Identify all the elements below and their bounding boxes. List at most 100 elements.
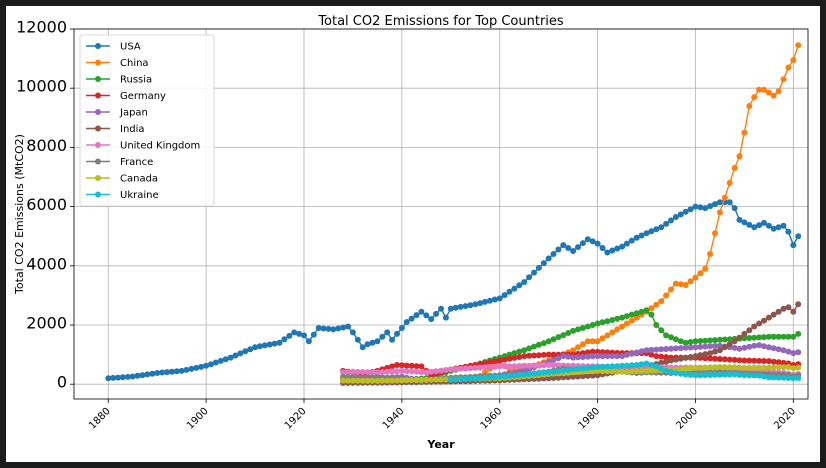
data-point xyxy=(653,301,660,308)
data-point xyxy=(716,347,723,354)
data-point xyxy=(765,364,772,371)
data-point xyxy=(575,244,581,251)
data-point xyxy=(545,369,552,376)
data-point xyxy=(751,372,758,379)
data-point xyxy=(643,307,650,314)
data-point xyxy=(467,375,474,382)
data-point xyxy=(594,372,601,379)
data-point xyxy=(712,364,718,371)
data-point xyxy=(795,233,802,240)
data-point xyxy=(697,343,704,350)
data-point xyxy=(511,354,518,361)
data-point xyxy=(159,369,166,376)
data-point xyxy=(501,292,508,299)
data-point xyxy=(761,317,767,324)
data-point xyxy=(677,355,684,362)
data-point xyxy=(619,362,626,369)
data-point xyxy=(712,343,718,349)
data-point xyxy=(555,374,562,381)
data-point xyxy=(672,280,679,287)
data-point xyxy=(496,295,503,302)
data-point xyxy=(790,308,797,315)
data-point xyxy=(413,312,420,319)
data-point xyxy=(687,371,694,378)
data-point xyxy=(692,203,699,210)
data-point xyxy=(633,314,640,321)
data-point xyxy=(345,377,351,384)
data-point xyxy=(653,353,660,360)
data-point xyxy=(687,344,694,351)
data-point xyxy=(604,353,611,360)
data-point xyxy=(565,374,572,381)
data-point xyxy=(535,264,542,271)
legend-label: Russia xyxy=(120,75,152,86)
data-point xyxy=(428,316,435,323)
data-point xyxy=(516,354,523,360)
data-point xyxy=(394,368,400,375)
data-point xyxy=(785,64,792,71)
data-point xyxy=(266,341,273,348)
data-point xyxy=(780,347,787,354)
data-point xyxy=(716,209,723,216)
data-point xyxy=(511,363,518,370)
data-point xyxy=(354,368,361,375)
data-point xyxy=(770,225,777,232)
data-point xyxy=(736,334,743,341)
data-point xyxy=(506,363,513,370)
data-point xyxy=(770,333,777,340)
data-point xyxy=(687,339,694,345)
data-point xyxy=(550,357,557,363)
data-point xyxy=(545,375,552,382)
data-point xyxy=(570,366,577,373)
data-point xyxy=(442,376,449,383)
data-point xyxy=(506,373,513,379)
data-point xyxy=(614,326,621,333)
data-point xyxy=(721,336,728,343)
data-point xyxy=(697,338,704,344)
data-point xyxy=(643,347,650,354)
data-point xyxy=(707,372,714,378)
y-tick-label: 12000 xyxy=(16,18,67,37)
data-point xyxy=(491,374,498,381)
data-point xyxy=(712,348,718,355)
data-point xyxy=(687,365,694,372)
data-point xyxy=(531,269,537,276)
data-point xyxy=(761,219,767,226)
data-point xyxy=(736,153,743,160)
data-point xyxy=(521,347,528,354)
data-point xyxy=(746,343,753,350)
data-point xyxy=(697,352,704,359)
data-point xyxy=(486,359,493,366)
data-point xyxy=(408,315,415,322)
y-tick-label: 2000 xyxy=(26,314,67,333)
data-point xyxy=(438,367,444,374)
data-point xyxy=(379,377,386,384)
legend-marker xyxy=(95,175,101,181)
data-point xyxy=(560,367,567,374)
data-point xyxy=(638,361,645,368)
data-point xyxy=(599,353,606,360)
data-point xyxy=(726,199,733,206)
data-point xyxy=(780,374,787,381)
data-point xyxy=(345,369,351,376)
data-point xyxy=(345,323,351,330)
legend-marker xyxy=(95,191,101,198)
data-point xyxy=(413,363,420,370)
legend-marker xyxy=(95,142,101,148)
data-point xyxy=(765,358,772,365)
legend-label: Germany xyxy=(120,91,166,102)
data-point xyxy=(193,364,200,371)
data-point xyxy=(726,356,733,363)
data-point xyxy=(604,368,611,375)
data-point xyxy=(589,353,596,360)
data-point xyxy=(384,377,391,384)
legend-item: France xyxy=(86,157,153,168)
data-point xyxy=(340,324,347,331)
data-point xyxy=(663,220,670,227)
data-point xyxy=(790,57,797,64)
y-tick-label: 0 xyxy=(57,373,67,392)
data-point xyxy=(579,365,586,372)
data-point xyxy=(369,369,376,376)
data-point xyxy=(550,368,557,375)
data-point xyxy=(672,214,679,220)
